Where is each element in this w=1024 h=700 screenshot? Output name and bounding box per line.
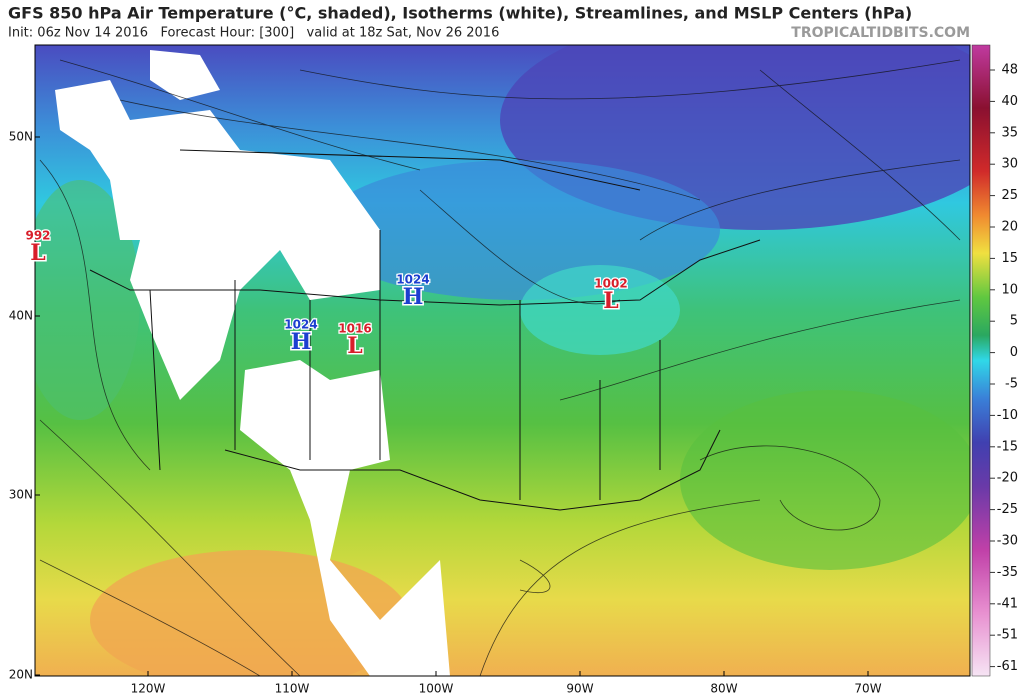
latitude-label: 30N [9, 488, 33, 502]
longitude-label: 70W [854, 682, 881, 696]
pressure-value: 1016 [338, 322, 371, 336]
longitude-label: 90W [566, 682, 593, 696]
pressure-letter: L [347, 333, 362, 359]
pressure-value: 1024 [396, 273, 429, 287]
pressure-value: 992 [25, 229, 50, 243]
colorbar-label: -35 [997, 565, 1018, 580]
colorbar [971, 44, 991, 677]
colorbar-label: 20 [1001, 220, 1018, 235]
longitude-label: 80W [710, 682, 737, 696]
latitude-label: 40N [9, 309, 33, 323]
colorbar-label: -61 [997, 659, 1018, 674]
map-frame [34, 44, 971, 677]
pressure-letter: H [403, 284, 424, 310]
colorbar-label: -41 [997, 596, 1018, 611]
colorbar-label: -20 [997, 471, 1018, 486]
colorbar-label: -30 [997, 534, 1018, 549]
title: GFS 850 hPa Air Temperature (°C, shaded)… [8, 4, 912, 23]
pressure-value: 1024 [284, 318, 317, 332]
colorbar-label: 40 [1001, 94, 1018, 109]
latitude-label: 20N [9, 668, 33, 682]
colorbar-label: 30 [1001, 157, 1018, 172]
colorbar-label: 5 [1010, 314, 1018, 329]
site-credit: TROPICALTIDBITS.COM [791, 25, 970, 41]
colorbar-label: 48 [1001, 63, 1018, 78]
colorbar-label: 15 [1001, 251, 1018, 266]
pressure-letter: L [30, 240, 45, 266]
colorbar-label: -51 [997, 628, 1018, 643]
longitude-label: 110W [275, 682, 310, 696]
colorbar-label: -15 [997, 439, 1018, 454]
pressure-value: 1002 [594, 277, 627, 291]
colorbar-label: -5 [1005, 377, 1018, 392]
colorbar-label: 25 [1001, 188, 1018, 203]
pressure-letter: H [291, 329, 312, 355]
colorbar-label: -25 [997, 502, 1018, 517]
map [35, 45, 970, 676]
colorbar-label: 0 [1010, 345, 1018, 360]
subtitle: Init: 06z Nov 14 2016 Forecast Hour: [30… [8, 26, 499, 41]
latitude-label: 50N [9, 130, 33, 144]
longitude-label: 120W [131, 682, 166, 696]
longitude-label: 100W [419, 682, 454, 696]
colorbar-label: -10 [997, 408, 1018, 423]
pressure-letter: L [603, 288, 618, 314]
colorbar-label: 35 [1001, 125, 1018, 140]
colorbar-label: 10 [1001, 282, 1018, 297]
